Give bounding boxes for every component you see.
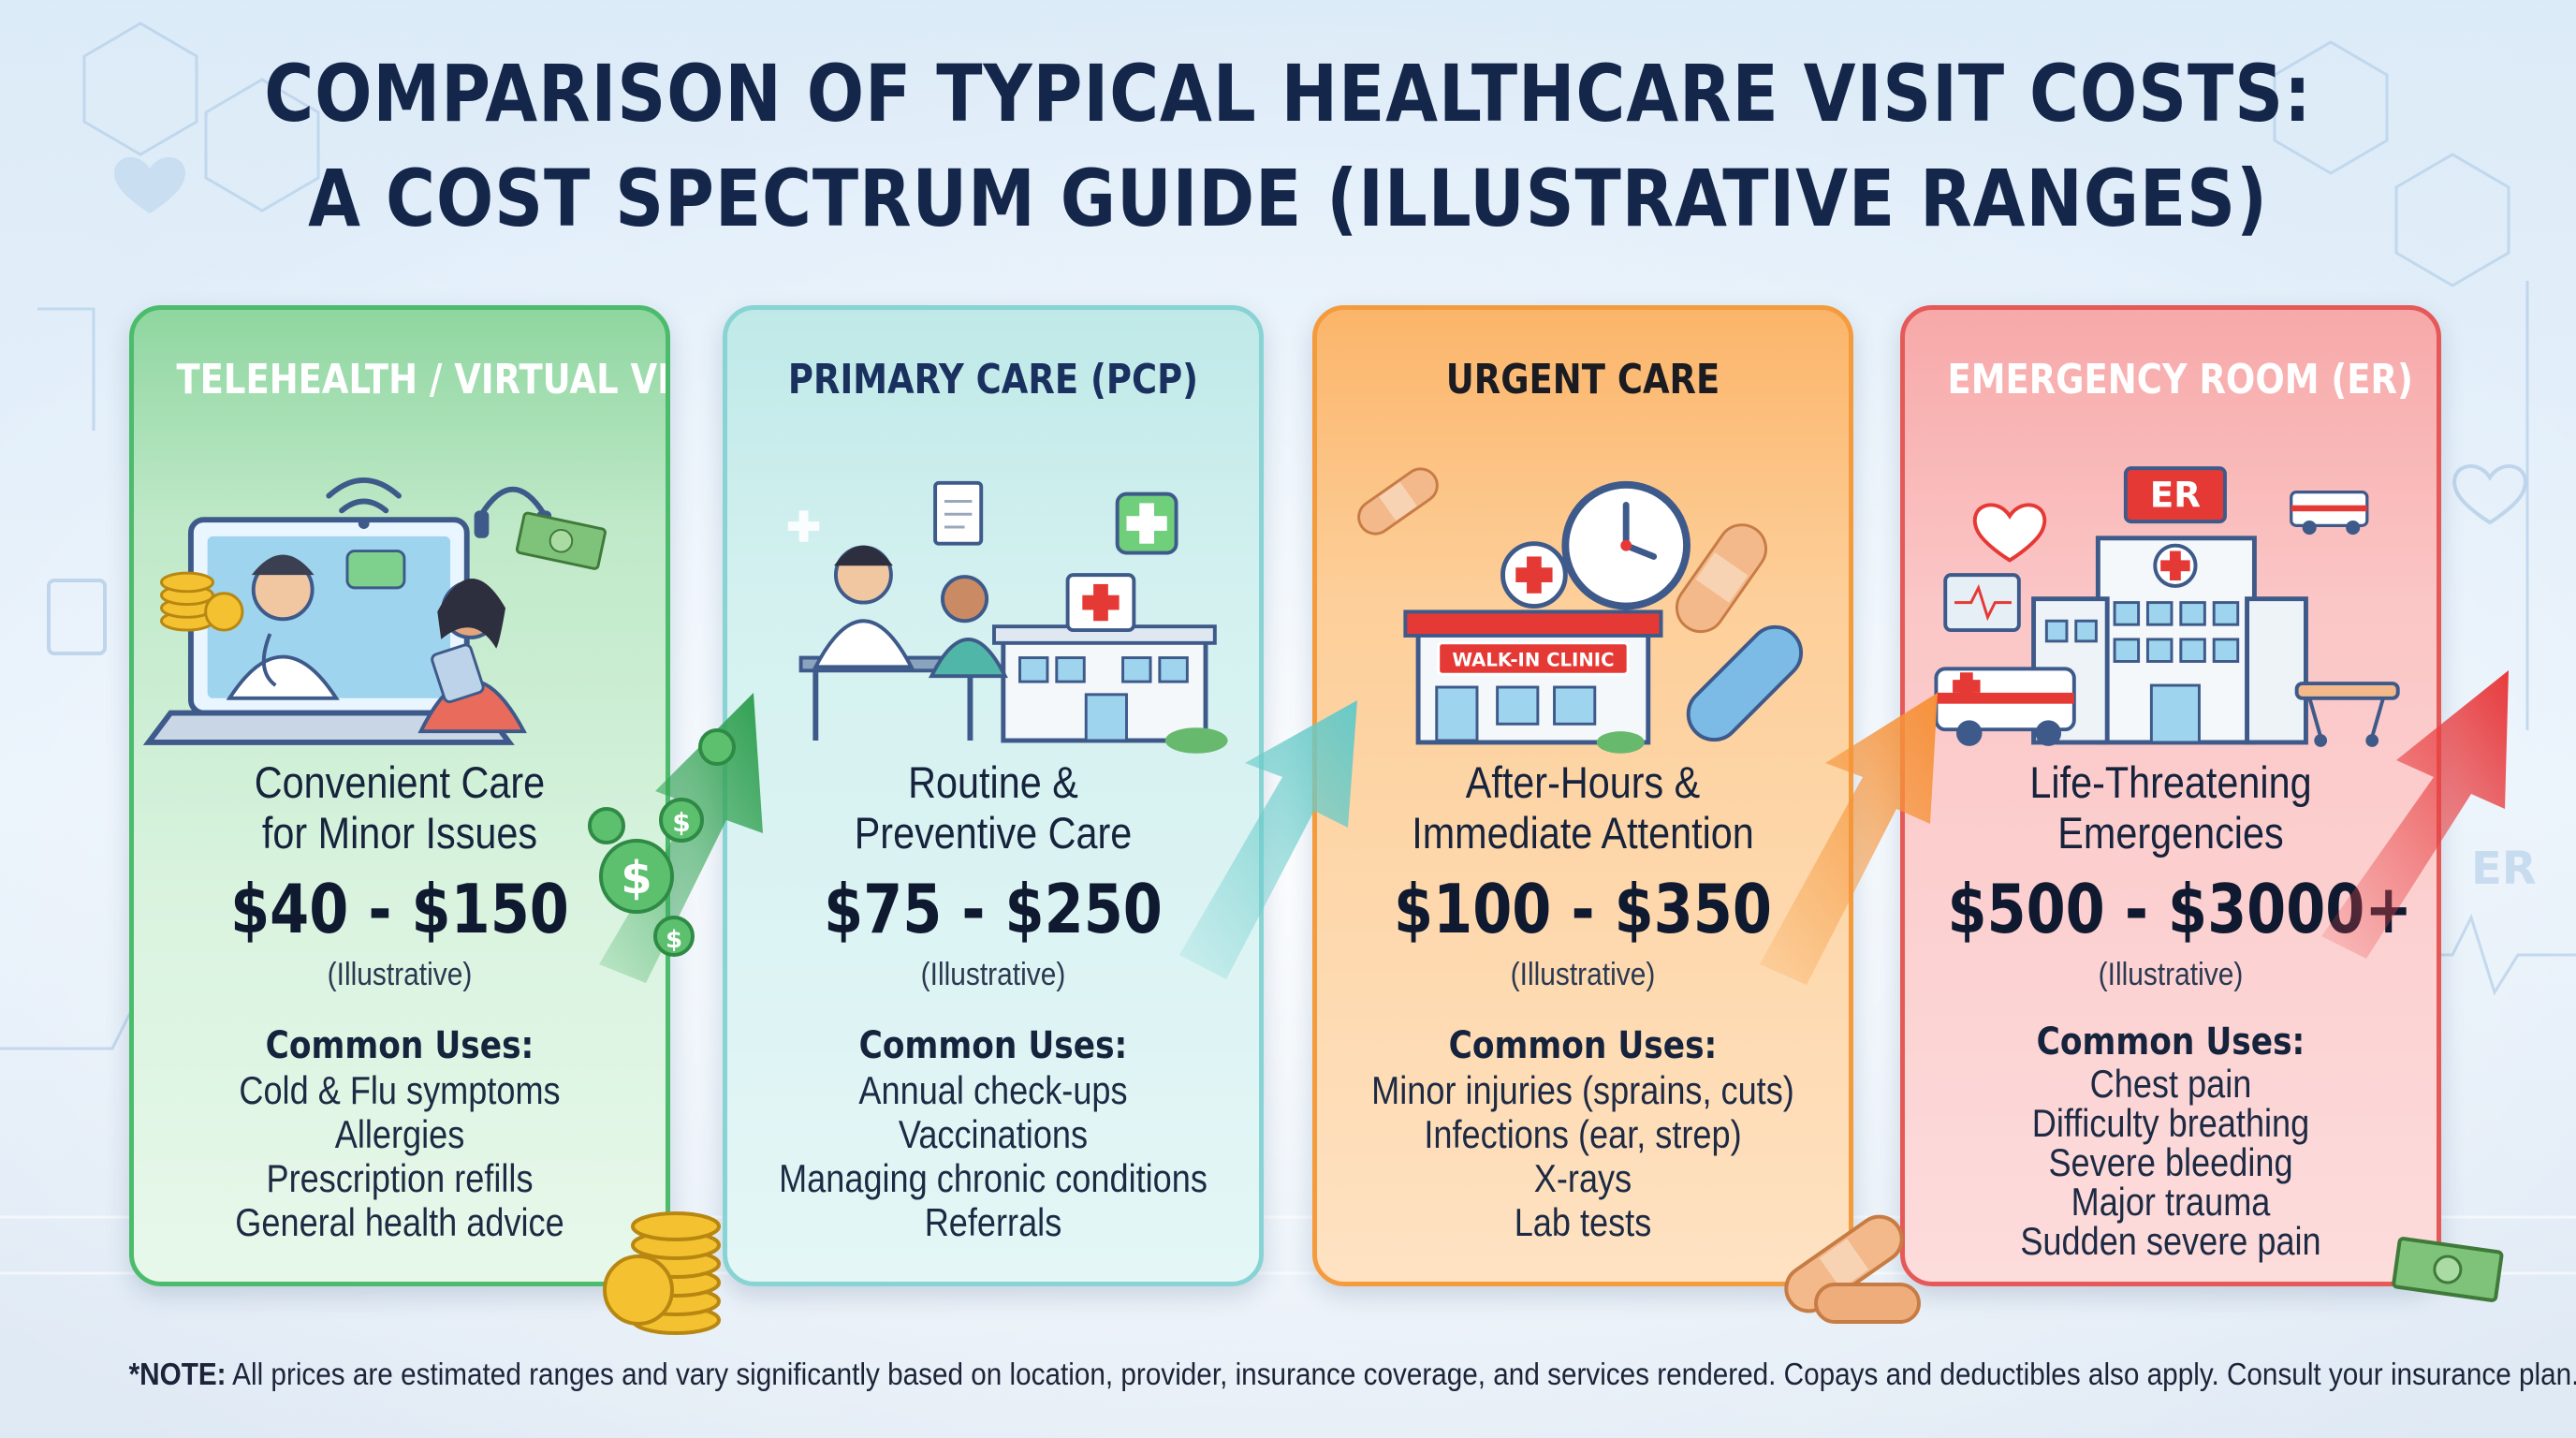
subtitle-line-1: Life-Threatening bbox=[2029, 757, 2312, 807]
price-note-emergency-room: (Illustrative) bbox=[2098, 957, 2244, 992]
subtitle-line-1: After-Hours & bbox=[1465, 757, 1701, 807]
card-telehealth: TELEHEALTH / VIRTUAL VISIT bbox=[129, 305, 670, 1286]
card-header-emergency-room: EMERGENCY ROOM (ER) bbox=[1947, 356, 2413, 404]
list-item: Lab tests bbox=[1514, 1200, 1652, 1244]
list-item: Vaccinations bbox=[898, 1112, 1089, 1156]
list-item: Allergies bbox=[334, 1112, 465, 1156]
footnote: *NOTE: All prices are estimated ranges a… bbox=[128, 1356, 2576, 1393]
price-range-emergency-room: $500 - $3000+ bbox=[1947, 870, 2413, 948]
card-subtitle-emergency-room: Life-Threatening Emergencies bbox=[1937, 757, 2405, 858]
list-item: X-rays bbox=[1533, 1156, 1632, 1200]
list-item: Infections (ear, strep) bbox=[1424, 1112, 1742, 1156]
price-range-telehealth: $40 - $150 bbox=[230, 870, 569, 948]
list-item: Difficulty breathing bbox=[2031, 1101, 2310, 1145]
uses-heading-emergency-room: Common Uses: bbox=[2036, 1020, 2305, 1064]
subtitle-line-2: Immediate Attention bbox=[1412, 808, 1754, 858]
card-primary-care: PRIMARY CARE (PCP) bbox=[723, 305, 1264, 1286]
list-item: Cold & Flu symptoms bbox=[239, 1068, 561, 1112]
background-er-label: ER bbox=[2471, 843, 2537, 895]
subtitle-line-1: Convenient Care bbox=[254, 757, 546, 807]
list-item: General health advice bbox=[235, 1200, 564, 1244]
title-line-1: COMPARISON OF TYPICAL HEALTHCARE VISIT C… bbox=[264, 48, 2312, 139]
page-title: COMPARISON OF TYPICAL HEALTHCARE VISIT C… bbox=[181, 41, 2396, 251]
title-line-2: A COST SPECTRUM GUIDE (ILLUSTRATIVE RANG… bbox=[308, 153, 2268, 244]
telehealth-illustration bbox=[142, 477, 607, 745]
list-item: Severe bleeding bbox=[2048, 1140, 2293, 1184]
uses-heading-urgent-care: Common Uses: bbox=[1448, 1024, 1718, 1067]
list-item: Chest pain bbox=[2089, 1062, 2252, 1106]
card-subtitle-urgent-care: After-Hours & Immediate Attention bbox=[1349, 757, 1817, 858]
card-header-telehealth: TELEHEALTH / VIRTUAL VISIT bbox=[176, 356, 670, 404]
card-emergency-room: EMERGENCY ROOM (ER) ER bbox=[1900, 305, 2441, 1286]
card-header-urgent-care: URGENT CARE bbox=[1445, 356, 1720, 404]
card-header-primary-care: PRIMARY CARE (PCP) bbox=[787, 356, 1199, 404]
primary-care-illustration bbox=[787, 480, 1228, 754]
uses-heading-telehealth: Common Uses: bbox=[265, 1024, 534, 1067]
uses-list-primary-care: Annual check-ups Vaccinations Managing c… bbox=[765, 1068, 1222, 1244]
uses-list-urgent-care: Minor injuries (sprains, cuts) Infection… bbox=[1354, 1068, 1811, 1244]
subtitle-line-1: Routine & bbox=[908, 757, 1078, 807]
uses-heading-primary-care: Common Uses: bbox=[858, 1024, 1128, 1067]
price-note-telehealth: (Illustrative) bbox=[327, 957, 473, 992]
list-item: Managing chronic conditions bbox=[779, 1156, 1208, 1200]
uses-list-emergency-room: Chest pain Difficulty breathing Severe b… bbox=[1942, 1064, 2399, 1261]
uses-list-telehealth: Cold & Flu symptoms Allergies Prescripti… bbox=[171, 1068, 628, 1244]
price-range-urgent-care: $100 - $350 bbox=[1394, 870, 1772, 948]
walk-in-clinic-sign: WALK-IN CLINIC bbox=[1452, 649, 1614, 670]
list-item: Minor injuries (sprains, cuts) bbox=[1371, 1068, 1794, 1112]
card-urgent-care: URGENT CARE WALK-IN CLINIC bbox=[1312, 305, 1853, 1286]
subtitle-line-2: Emergencies bbox=[2057, 808, 2284, 858]
emergency-room-illustration: ER bbox=[1934, 466, 2400, 747]
list-item: Sudden severe pain bbox=[2020, 1219, 2321, 1263]
price-note-primary-care: (Illustrative) bbox=[920, 957, 1066, 992]
price-range-primary-care: $75 - $250 bbox=[824, 870, 1163, 948]
subtitle-line-2: for Minor Issues bbox=[261, 808, 538, 858]
card-subtitle-telehealth: Convenient Care for Minor Issues bbox=[166, 757, 634, 858]
footnote-prefix: *NOTE: bbox=[128, 1357, 227, 1391]
list-item: Prescription refills bbox=[266, 1156, 534, 1200]
list-item: Annual check-ups bbox=[858, 1068, 1128, 1112]
footnote-text: All prices are estimated ranges and vary… bbox=[226, 1357, 2576, 1391]
card-subtitle-primary-care: Routine & Preventive Care bbox=[759, 757, 1227, 858]
price-note-urgent-care: (Illustrative) bbox=[1510, 957, 1656, 992]
er-sign: ER bbox=[2150, 474, 2201, 515]
urgent-care-illustration: WALK-IN CLINIC bbox=[1357, 467, 1804, 754]
subtitle-line-2: Preventive Care bbox=[854, 808, 1133, 858]
list-item: Referrals bbox=[924, 1200, 1062, 1244]
list-item: Major trauma bbox=[2071, 1180, 2271, 1224]
